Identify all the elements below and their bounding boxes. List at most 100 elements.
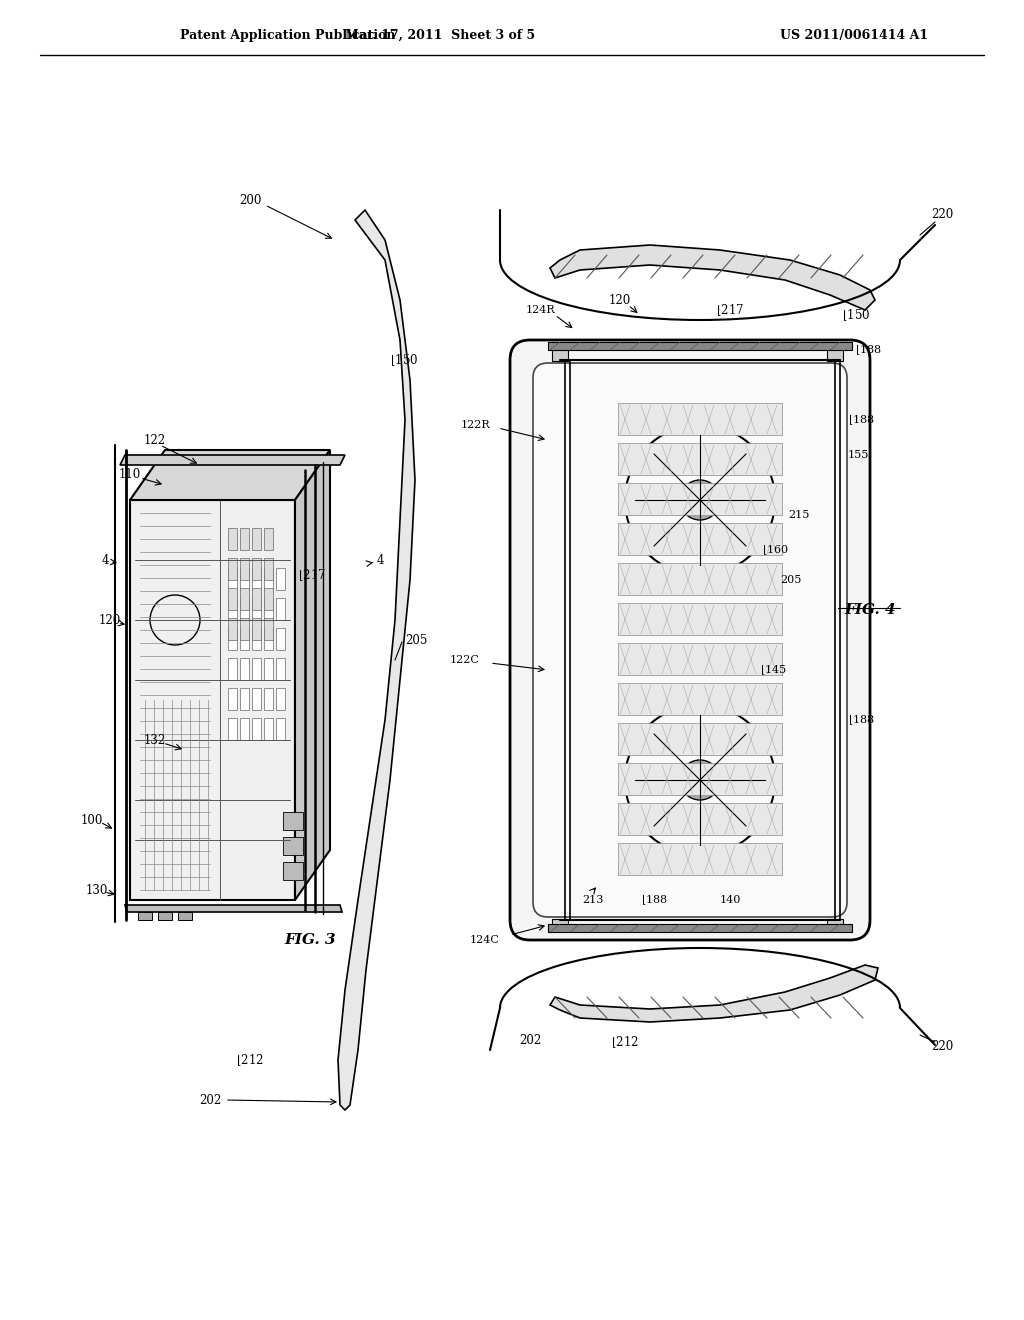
Bar xyxy=(252,558,261,579)
Polygon shape xyxy=(130,500,295,900)
Bar xyxy=(252,568,261,590)
Bar xyxy=(228,558,237,579)
Text: 202: 202 xyxy=(199,1093,221,1106)
Text: 100: 100 xyxy=(81,813,103,826)
Text: Patent Application Publication: Patent Application Publication xyxy=(180,29,395,41)
Bar xyxy=(276,598,285,620)
Bar xyxy=(228,628,237,649)
Bar xyxy=(228,598,237,620)
Bar xyxy=(240,598,249,620)
Bar xyxy=(276,657,285,680)
Bar xyxy=(240,587,249,610)
Text: $\lfloor$212: $\lfloor$212 xyxy=(611,1034,639,1049)
Bar xyxy=(240,568,249,590)
Bar xyxy=(228,688,237,710)
Text: 205: 205 xyxy=(780,576,802,585)
Text: 205: 205 xyxy=(406,634,427,647)
Text: 140: 140 xyxy=(719,895,740,906)
Polygon shape xyxy=(130,450,330,500)
Text: 122: 122 xyxy=(144,433,166,446)
Bar xyxy=(228,718,237,741)
Text: 220: 220 xyxy=(931,1040,953,1053)
Bar xyxy=(240,718,249,741)
Text: 202: 202 xyxy=(519,1034,541,1047)
Text: 120: 120 xyxy=(609,293,631,306)
Text: 4: 4 xyxy=(376,553,384,566)
Bar xyxy=(618,723,782,755)
Bar xyxy=(158,912,172,920)
Bar xyxy=(276,568,285,590)
Bar xyxy=(618,444,782,475)
FancyBboxPatch shape xyxy=(510,341,870,940)
Bar xyxy=(240,618,249,640)
Bar xyxy=(252,657,261,680)
Bar xyxy=(264,618,273,640)
Bar xyxy=(552,348,568,360)
Bar xyxy=(827,919,843,931)
Bar xyxy=(283,837,303,855)
Bar xyxy=(618,803,782,836)
Bar xyxy=(548,342,852,350)
Text: $\lfloor$145: $\lfloor$145 xyxy=(760,663,786,677)
Bar xyxy=(276,628,285,649)
Bar xyxy=(252,528,261,550)
Bar xyxy=(264,598,273,620)
Bar xyxy=(252,628,261,649)
Bar xyxy=(252,598,261,620)
Text: $\lfloor$217: $\lfloor$217 xyxy=(298,568,327,583)
Bar xyxy=(240,628,249,649)
Text: $\lfloor$150: $\lfloor$150 xyxy=(390,352,418,368)
Text: US 2011/0061414 A1: US 2011/0061414 A1 xyxy=(780,29,928,41)
Bar xyxy=(228,657,237,680)
Bar xyxy=(252,587,261,610)
Text: FIG. 4: FIG. 4 xyxy=(844,603,896,616)
Bar xyxy=(252,688,261,710)
Text: FIG. 3: FIG. 3 xyxy=(285,933,336,946)
Text: $\lfloor$160: $\lfloor$160 xyxy=(762,543,788,557)
Text: 122R: 122R xyxy=(461,420,490,430)
Bar xyxy=(252,618,261,640)
Text: $\lfloor$212: $\lfloor$212 xyxy=(237,1052,264,1068)
Bar xyxy=(618,564,782,595)
Text: $\lfloor$188: $\lfloor$188 xyxy=(641,892,668,907)
Circle shape xyxy=(680,760,720,800)
Text: $\lfloor$150: $\lfloor$150 xyxy=(842,308,870,323)
Text: 213: 213 xyxy=(582,895,603,906)
Bar xyxy=(240,688,249,710)
Text: 120: 120 xyxy=(99,614,121,627)
Text: 220: 220 xyxy=(931,209,953,222)
Polygon shape xyxy=(550,246,874,310)
Bar xyxy=(240,657,249,680)
FancyBboxPatch shape xyxy=(534,363,847,917)
Bar xyxy=(283,862,303,880)
Text: 122C: 122C xyxy=(451,655,480,665)
Bar xyxy=(138,912,152,920)
Bar xyxy=(618,523,782,554)
Bar xyxy=(228,568,237,590)
Text: $\lfloor$188: $\lfloor$188 xyxy=(848,713,874,727)
Bar xyxy=(276,688,285,710)
Bar xyxy=(618,843,782,875)
Bar xyxy=(228,587,237,610)
Bar xyxy=(827,348,843,360)
Bar xyxy=(276,718,285,741)
Bar xyxy=(264,528,273,550)
Text: 4: 4 xyxy=(101,553,109,566)
Bar xyxy=(264,568,273,590)
Circle shape xyxy=(680,480,720,520)
Text: Mar. 17, 2011  Sheet 3 of 5: Mar. 17, 2011 Sheet 3 of 5 xyxy=(345,29,536,41)
Text: $\lfloor$217: $\lfloor$217 xyxy=(716,302,744,318)
Bar xyxy=(618,603,782,635)
Polygon shape xyxy=(120,455,345,465)
Bar xyxy=(240,528,249,550)
Text: 215: 215 xyxy=(788,510,809,520)
Bar xyxy=(618,682,782,715)
Bar xyxy=(552,919,568,931)
Bar xyxy=(264,587,273,610)
Text: 110: 110 xyxy=(119,469,141,482)
Polygon shape xyxy=(295,450,330,900)
Bar xyxy=(618,643,782,675)
Polygon shape xyxy=(550,965,878,1022)
Polygon shape xyxy=(125,906,342,912)
Bar xyxy=(264,657,273,680)
